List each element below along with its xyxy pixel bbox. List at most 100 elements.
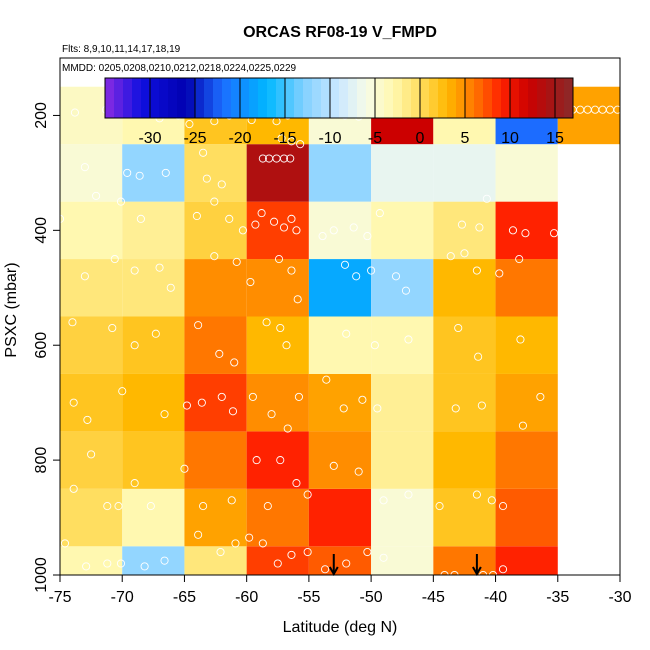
observation-circle [318, 232, 327, 241]
heatmap-cell [308, 431, 372, 489]
heatmap-cell [495, 373, 558, 432]
observation-circle [269, 217, 279, 226]
heatmap-cell [60, 488, 123, 547]
colorbar-segment [537, 78, 547, 118]
observation-circle [118, 387, 127, 396]
observation-circle [146, 502, 155, 511]
observation-circle [508, 226, 518, 235]
heatmap-cell [184, 144, 247, 202]
heatmap-cell [371, 546, 434, 575]
observation-circle [472, 266, 481, 275]
heatmap-cell [60, 316, 123, 374]
observation-circle [435, 502, 444, 511]
heatmap-cell [122, 316, 185, 374]
observation-circle [404, 490, 413, 499]
observation-circle [322, 375, 331, 384]
observation-circle [185, 120, 194, 129]
heatmap-cell [433, 201, 496, 260]
observation-circle [518, 421, 527, 430]
observation-circle [498, 502, 508, 511]
colorbar-segment [510, 78, 520, 118]
colorbar-segment [402, 78, 412, 118]
observation-circle [130, 266, 139, 275]
colorbar-segment [168, 78, 178, 118]
heatmap-cell [371, 201, 434, 260]
chart-title: ORCAS RF08-19 V_FMPD [243, 24, 437, 41]
observation-circle [217, 392, 226, 401]
heatmap-cell [433, 373, 496, 432]
heatmap-cell [246, 201, 309, 260]
observation-circle [358, 395, 367, 404]
colorbar-tick-label: -10 [318, 130, 341, 147]
x-tick-label: -40 [484, 589, 507, 606]
heatmap-cell [122, 373, 185, 432]
heatmap-cell [184, 488, 247, 547]
colorbar-tick-label: -5 [368, 130, 382, 147]
heatmap-cell [60, 546, 123, 575]
heatmap-cell [308, 201, 372, 260]
observation-circle [474, 352, 483, 361]
colorbar: -30 -25 -20 -15 -10 -5 0 5 10 15 [104, 77, 574, 147]
observation-circle [391, 272, 401, 281]
observation-circle [274, 255, 284, 264]
colorbar-segment [555, 78, 565, 118]
observation-circle [116, 197, 126, 206]
observation-circle [401, 286, 411, 295]
heatmap-cell [433, 316, 496, 374]
heatmap-cell [246, 488, 309, 547]
observation-circle [454, 323, 463, 333]
heatmap-cell [246, 144, 309, 202]
observation-circle [68, 318, 77, 327]
observation-circle [116, 559, 126, 568]
arrow-marker [328, 554, 339, 577]
y-tick-label: 600 [33, 332, 50, 359]
heatmap-cell [371, 259, 434, 317]
colorbar-segment [231, 78, 241, 118]
colorbar-segment [429, 78, 439, 118]
observation-circle [92, 191, 101, 200]
observation-circle [363, 232, 372, 241]
observation-circle [303, 490, 312, 499]
observation-circle [294, 392, 303, 401]
colorbar-segment [330, 78, 340, 118]
observation-circle [215, 349, 224, 358]
x-tick-label: -75 [48, 589, 71, 606]
heatmap-cell [308, 144, 372, 202]
colorbar-segment [438, 78, 448, 118]
observation-circle [230, 358, 239, 367]
heatmap-cell [371, 144, 434, 202]
x-axis: -75 -70 -65 -60 -55 -50 -45 -40 -35 -30 [48, 575, 632, 606]
observation-circle [114, 502, 123, 511]
colorbar-tick-label: -15 [273, 130, 296, 147]
colorbar-segment [357, 78, 367, 118]
x-tick-label: -45 [422, 589, 445, 606]
observation-circles [55, 105, 622, 580]
heatmap-cell [122, 488, 185, 547]
observation-circle [342, 329, 351, 338]
colorbar-tick-label: 0 [416, 130, 425, 147]
colorbar-segment [123, 78, 133, 118]
observation-circle [267, 410, 276, 419]
heatmap-cell [433, 488, 496, 547]
colorbar-segment [492, 78, 502, 118]
colorbar-segment [546, 78, 556, 118]
observation-circle [80, 272, 89, 281]
colorbar-segment [393, 78, 403, 118]
heatmap-cell [184, 373, 247, 432]
colorbar-segment [501, 78, 511, 118]
colorbar-segment [465, 78, 475, 118]
observation-circle [339, 404, 348, 413]
y-tick-label: 800 [33, 447, 50, 474]
x-tick-label: -50 [360, 589, 383, 606]
observation-circle [210, 252, 219, 261]
colorbar-segment [375, 78, 385, 118]
observation-circle [232, 257, 241, 266]
colorbar-segment [186, 78, 196, 118]
heatmap-cell [433, 431, 496, 489]
heatmap-cell [122, 144, 185, 202]
heatmap-cell [371, 431, 434, 489]
observation-circle [87, 450, 96, 459]
y-tick-label: 200 [33, 102, 50, 129]
observation-circle [287, 550, 296, 559]
observation-circle [217, 180, 226, 189]
